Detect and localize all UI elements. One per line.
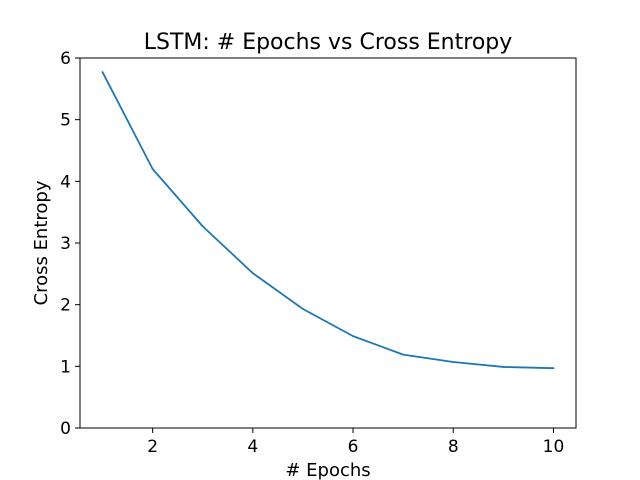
x-axis-label: # Epochs xyxy=(285,460,370,480)
data-point xyxy=(201,225,204,228)
x-axis: 2 4 6 8 10 xyxy=(147,428,564,457)
x-tick-label: 4 xyxy=(247,437,258,457)
data-point xyxy=(302,308,304,310)
axes-frame xyxy=(79,57,577,429)
y-tick-label: 0 xyxy=(60,419,71,439)
data-point xyxy=(552,367,555,370)
data-point xyxy=(251,272,254,275)
y-tick-label: 5 xyxy=(60,111,71,131)
y-tick-label: 3 xyxy=(60,234,71,254)
data-point xyxy=(502,366,505,368)
x-tick-label: 8 xyxy=(448,437,459,457)
y-tick-label: 2 xyxy=(60,296,71,316)
y-tick-label: 6 xyxy=(60,49,71,69)
y-axis-label: Cross Entropy xyxy=(31,180,52,305)
x-tick-label: 2 xyxy=(147,437,158,457)
data-point xyxy=(452,361,455,363)
data-point xyxy=(402,353,405,356)
plot-area xyxy=(101,71,555,370)
data-point xyxy=(151,168,154,170)
y-tick-label: 1 xyxy=(60,357,71,377)
y-tick-label: 4 xyxy=(60,172,71,192)
x-tick-label: 6 xyxy=(348,437,359,457)
x-tick-label: 10 xyxy=(543,437,565,457)
data-point xyxy=(101,71,104,74)
chart-title: LSTM: # Epochs vs Cross Entropy xyxy=(144,30,513,55)
data-point xyxy=(352,335,354,338)
series-line xyxy=(101,71,555,370)
y-axis: 0 1 2 3 4 5 6 xyxy=(60,49,80,439)
